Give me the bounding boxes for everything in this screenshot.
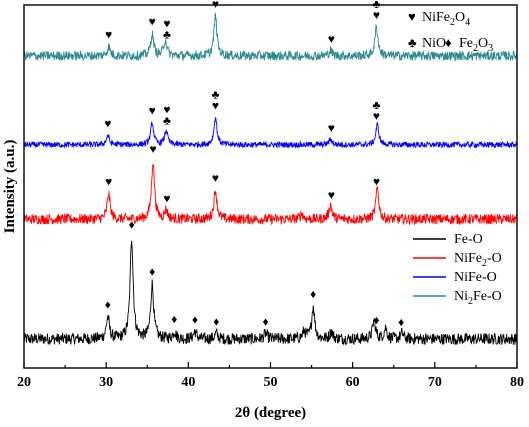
x-axis-title: 2θ (degree): [235, 405, 306, 421]
nife2o4-marker: ♥: [163, 16, 170, 30]
series-line-fe-o: [23, 240, 518, 346]
fe2o3-marker: ♦: [105, 297, 111, 311]
nife2o4-marker: ♥: [373, 109, 380, 123]
nife2o4-marker: ♥: [212, 98, 219, 112]
x-tick-label: 80: [510, 375, 524, 390]
nife2o4-marker: ♥: [328, 121, 335, 135]
phase-legend-symbol: ♦: [445, 35, 452, 50]
series-legend-label: NiFe2-O: [454, 251, 502, 269]
y-axis-title: Intensity (a.u.): [2, 140, 18, 234]
nife2o4-marker: ♥: [149, 104, 156, 118]
series-line-nife-o: [23, 117, 518, 150]
nio-marker: ♣: [163, 113, 171, 127]
phase-legend-symbol: ♣: [408, 35, 417, 50]
nife2o4-marker: ♥: [105, 28, 112, 42]
nife2o4-marker: ♥: [328, 32, 335, 46]
fe2o3-marker: ♦: [129, 218, 135, 232]
fe2o3-marker: ♦: [398, 315, 404, 329]
phase-legend-symbol: ♥: [408, 9, 416, 24]
axes-layer: 20 30 40 50 60 70 80: [17, 4, 524, 390]
phase-legend-label: NiO: [422, 36, 446, 51]
x-tick-label: 60: [346, 375, 360, 390]
fe2o3-marker: ♦: [149, 265, 155, 279]
fe2o3-marker: ♦: [263, 314, 269, 328]
x-tick-label: 20: [17, 375, 31, 390]
fe2o3-marker: ♦: [171, 312, 177, 326]
nife2o4-marker: ♥: [328, 188, 335, 202]
series-line-nife2-o: [23, 163, 518, 226]
x-tick-label: 40: [181, 375, 195, 390]
x-tick-label: 50: [264, 375, 278, 390]
nife2o4-marker: ♥: [105, 175, 112, 189]
fe2o3-marker: ♦: [373, 313, 379, 327]
nio-marker: ♣: [212, 87, 220, 101]
nife2o4-marker: ♥: [104, 117, 111, 131]
fe2o3-marker: ♦: [213, 314, 219, 328]
series-layer: [23, 12, 518, 346]
series-legend-label: Fe-O: [454, 232, 483, 247]
phase-legend-label: Fe2O3: [459, 36, 493, 54]
nife2o4-marker: ♥: [163, 192, 170, 206]
x-tick-label: 30: [99, 375, 113, 390]
x-tick-label: 70: [428, 375, 442, 390]
phase-legend: ♥ NiFe2O4 ♣ NiO♦ Fe2O3: [408, 9, 493, 54]
fe2o3-marker: ♦: [310, 287, 316, 301]
nio-marker: ♣: [163, 27, 171, 41]
nife2o4-marker: ♥: [373, 8, 380, 22]
peak-marker-layer: ♦♦♦♦♦♦♦♦♦♦♥♥♥♥♥♥♥♥♥♣♣♥♥♣♥♥♥♥♣♣♥♥♣♥: [104, 0, 404, 329]
nife2o4-marker: ♥: [163, 102, 170, 116]
phase-legend-label: NiFe2O4: [422, 10, 470, 28]
nife2o4-marker: ♥: [212, 171, 219, 185]
nio-marker: ♣: [373, 98, 381, 112]
series-legend-label: NiFe-O: [454, 270, 497, 285]
nife2o4-marker: ♥: [149, 15, 156, 29]
series-line-ni2fe-o: [23, 12, 518, 62]
series-legend-label: Ni2Fe-O: [454, 289, 502, 307]
nife2o4-marker: ♥: [149, 142, 156, 156]
nife2o4-marker: ♥: [373, 175, 380, 189]
fe2o3-marker: ♦: [192, 312, 198, 326]
